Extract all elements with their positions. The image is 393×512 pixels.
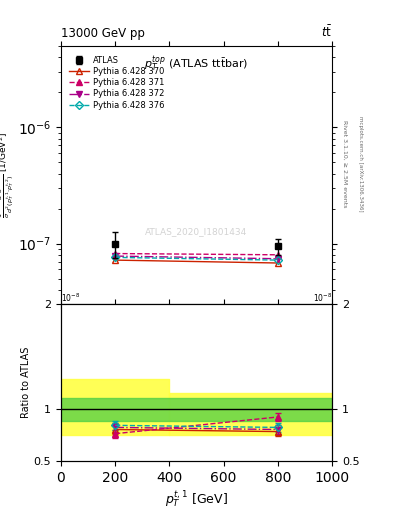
X-axis label: $p_T^{t,1}$ [GeV]: $p_T^{t,1}$ [GeV] (165, 490, 228, 510)
Pythia 6.428 370 (113, 257, 118, 263)
Pythia 6.428 376 (275, 257, 280, 263)
Text: Rivet 3.1.10, ≥ 2.5M events: Rivet 3.1.10, ≥ 2.5M events (343, 120, 348, 207)
Pythia 6.428 372 (113, 253, 118, 259)
Pythia 6.428 371 (113, 250, 118, 257)
Pythia 6.428 376 (113, 254, 118, 261)
Text: 13000 GeV pp: 13000 GeV pp (61, 27, 145, 39)
Line: Pythia 6.428 371: Pythia 6.428 371 (112, 251, 281, 258)
Pythia 6.428 372 (275, 255, 280, 262)
Text: ATLAS_2020_I1801434: ATLAS_2020_I1801434 (145, 227, 248, 237)
Pythia 6.428 371 (275, 252, 280, 258)
Text: $10^{-8}$: $10^{-8}$ (312, 292, 332, 304)
Y-axis label: $\frac{1}{\sigma}\frac{d^2\sigma}{d^2(p_T^{t,1}{\cdot}p_T^{t,2})}\ \mathrm{[1/Ge: $\frac{1}{\sigma}\frac{d^2\sigma}{d^2(p_… (0, 132, 17, 218)
Line: Pythia 6.428 376: Pythia 6.428 376 (112, 254, 281, 263)
Line: Pythia 6.428 370: Pythia 6.428 370 (112, 258, 281, 266)
Text: $10^{-8}$: $10^{-8}$ (61, 292, 81, 304)
Text: $p_T^{top}$ (ATLAS tt$\bar{\mathrm{t}}$bar): $p_T^{top}$ (ATLAS tt$\bar{\mathrm{t}}$b… (144, 54, 249, 74)
Legend: ATLAS, Pythia 6.428 370, Pythia 6.428 371, Pythia 6.428 372, Pythia 6.428 376: ATLAS, Pythia 6.428 370, Pythia 6.428 37… (68, 55, 165, 111)
Y-axis label: Ratio to ATLAS: Ratio to ATLAS (21, 347, 31, 418)
Line: Pythia 6.428 372: Pythia 6.428 372 (112, 253, 281, 262)
Text: t$\bar{\mathrm{t}}$: t$\bar{\mathrm{t}}$ (321, 24, 332, 39)
Pythia 6.428 370 (275, 260, 280, 266)
Text: mcplots.cern.ch [arXiv:1306.3436]: mcplots.cern.ch [arXiv:1306.3436] (358, 116, 363, 211)
